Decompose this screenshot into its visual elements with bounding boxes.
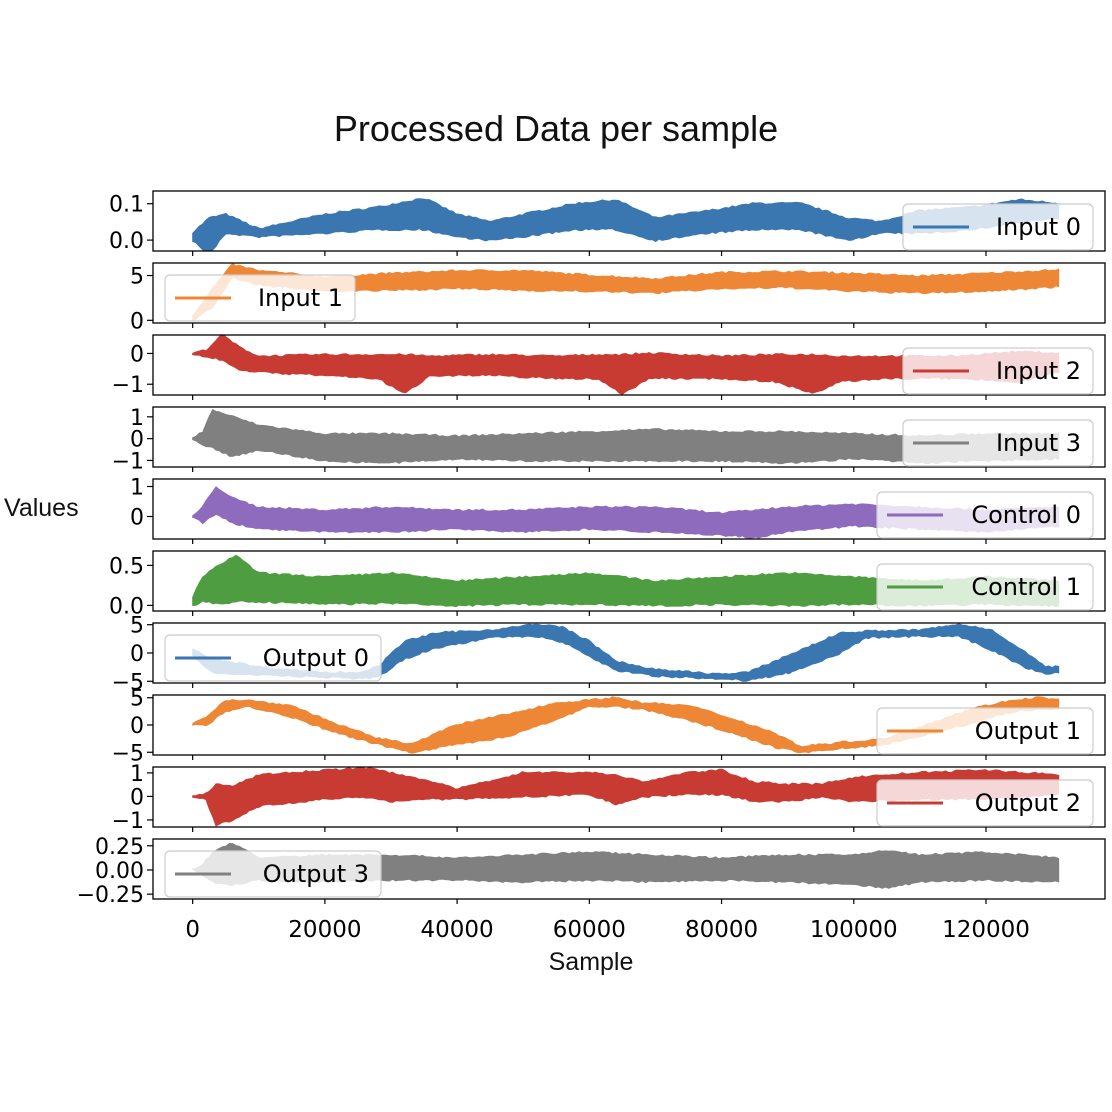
y-tick-label: 0 <box>130 428 144 453</box>
legend-box <box>164 274 356 322</box>
x-tick-label: 80000 <box>685 917 758 943</box>
y-tick-label: 0.0 <box>109 594 144 619</box>
panel-frame <box>152 838 1106 900</box>
panel-frame <box>152 190 1106 252</box>
legend-label: Control 0 <box>971 501 1081 529</box>
legend: Control 0 <box>876 491 1094 539</box>
x-axis-label: Sample <box>548 948 634 976</box>
y-tick-label: −1 <box>112 449 144 474</box>
panel-output-2: 10−1 Output 2 <box>112 762 1106 834</box>
panel-frame <box>152 262 1106 324</box>
legend-box <box>876 563 1094 611</box>
legend-label: Output 3 <box>263 860 369 888</box>
panel-frame <box>152 478 1106 540</box>
y-axis-label: Values <box>4 494 79 522</box>
legend: Output 2 <box>876 779 1094 827</box>
x-tick-label: 60000 <box>553 917 626 943</box>
legend-label: Input 2 <box>996 357 1081 385</box>
panel-output-1: 50−5 Output 1 <box>112 687 1106 766</box>
y-tick-label: −1 <box>112 809 144 834</box>
y-tick-label: 5 <box>130 687 144 712</box>
x-tick-label: 120000 <box>942 917 1030 943</box>
legend: Input 0 <box>902 203 1094 251</box>
y-tick-label: 0.5 <box>109 554 144 579</box>
legend-box <box>164 850 382 898</box>
x-tick-label: 100000 <box>810 917 898 943</box>
panel-control-0: 1 0 Control 0 <box>130 476 1106 544</box>
legend-label: Output 2 <box>975 789 1081 817</box>
legend: Output 0 <box>164 634 382 682</box>
y-tick-label: −1 <box>112 373 144 398</box>
panel-frame <box>152 550 1106 612</box>
y-tick-label: 0.1 <box>109 193 144 218</box>
legend: Output 3 <box>164 850 382 898</box>
panel-input-0: 0.0 0.1 Input 0 <box>109 190 1106 256</box>
legend-box <box>902 203 1094 251</box>
legend: Control 1 <box>876 563 1094 611</box>
y-tick-label: −0.25 <box>77 883 144 908</box>
legend-box <box>902 419 1094 467</box>
y-tick-label: 0.25 <box>95 835 144 860</box>
y-tick-label: 0.00 <box>95 859 144 884</box>
panel-output-0: 5 0 −5 Output 0 <box>112 614 1106 695</box>
y-tick-label: −5 <box>112 670 144 695</box>
y-tick-label: 0 <box>130 506 144 531</box>
x-tick-label: 20000 <box>288 917 361 943</box>
legend-box <box>876 491 1094 539</box>
legend-label: Output 1 <box>975 717 1081 745</box>
legend-box <box>902 347 1094 395</box>
panel-output-3: 0.250.00−0.25 Output 3 <box>77 835 1106 908</box>
chart-title: Processed Data per sample <box>333 108 779 149</box>
y-tick-label: 5 <box>130 614 144 639</box>
legend: Input 2 <box>902 347 1094 395</box>
legend-box <box>876 779 1094 827</box>
y-tick-label: 5 <box>130 265 144 290</box>
y-tick-label: 0 <box>130 642 144 667</box>
panel-frame <box>152 334 1106 396</box>
legend: Input 1 <box>164 274 356 322</box>
y-tick-label: 1 <box>130 476 144 501</box>
x-tick-label: 40000 <box>421 917 494 943</box>
y-tick-label: −5 <box>112 741 144 766</box>
legend-box <box>164 634 382 682</box>
series-band <box>192 623 1060 682</box>
y-tick-label: 0 <box>130 309 144 334</box>
legend-box <box>876 707 1094 755</box>
panel-frame <box>152 406 1106 468</box>
panel-input-1: 0 5 Input 1 <box>130 262 1106 334</box>
legend: Output 1 <box>876 707 1094 755</box>
legend-label: Input 0 <box>996 213 1081 241</box>
legend-label: Input 3 <box>996 429 1081 457</box>
y-tick-label: 0 <box>130 785 144 810</box>
legend-label: Control 1 <box>971 573 1081 601</box>
legend-label: Output 0 <box>263 644 369 672</box>
series-band <box>192 263 1060 322</box>
y-tick-label: 0 <box>130 714 144 739</box>
y-tick-label: 0 <box>130 342 144 367</box>
legend-label: Input 1 <box>258 284 343 312</box>
legend: Input 3 <box>902 419 1094 467</box>
y-tick-label: 1 <box>130 406 144 431</box>
panel-input-3: 10−1 Input 3 <box>112 406 1106 474</box>
panel-input-2: 0 −1 Input 2 <box>112 334 1106 400</box>
panel-control-1: 0.5 0.0 Control 1 <box>109 550 1106 619</box>
y-tick-label: 1 <box>130 762 144 787</box>
x-tick-label: 0 <box>185 917 200 943</box>
series-band <box>192 842 1060 889</box>
y-tick-label: 0.0 <box>109 229 144 254</box>
